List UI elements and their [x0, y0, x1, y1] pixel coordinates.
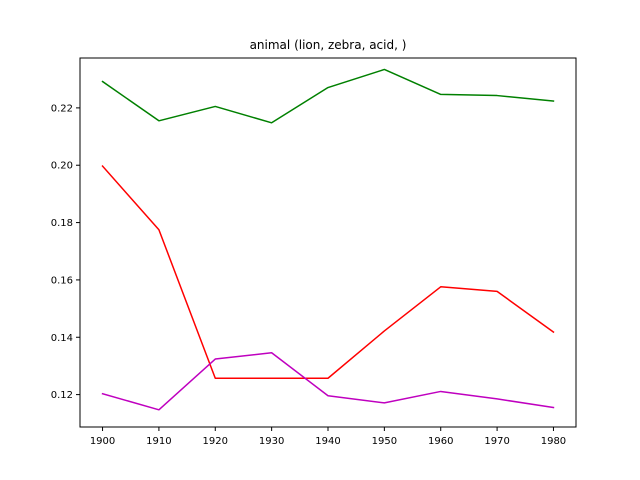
- axes-layer: 1900 1910 1920 1930 1940 1950 1960 1970 1980 0.12…: [51, 103, 566, 447]
- x-tick-label: 1910: [146, 436, 171, 447]
- x-tick-label: 1970: [484, 436, 509, 447]
- x-tick-label: 1920: [203, 436, 228, 447]
- chart-title: animal (lion, zebra, acid, ): [250, 38, 407, 52]
- y-tick-label: 0.16: [51, 275, 73, 286]
- x-tick-label: 1900: [90, 436, 115, 447]
- series-layer: [101, 68, 555, 411]
- series-line-2: [101, 165, 555, 380]
- series-line-3: [101, 351, 555, 411]
- y-tick-label: 0.18: [51, 218, 73, 229]
- y-tick-label: 0.12: [51, 390, 73, 401]
- x-tick-label: 1980: [541, 436, 566, 447]
- x-tick-label: 1960: [428, 436, 453, 447]
- plot-area-frame: [79, 57, 577, 428]
- y-tick-label: 0.20: [51, 161, 73, 172]
- x-tick-label: 1940: [315, 436, 340, 447]
- x-tick-label: 1930: [259, 436, 284, 447]
- series-line-1: [101, 68, 555, 124]
- y-tick-label: 0.22: [51, 103, 73, 114]
- y-tick-label: 0.14: [51, 333, 73, 344]
- x-tick-label: 1950: [372, 436, 397, 447]
